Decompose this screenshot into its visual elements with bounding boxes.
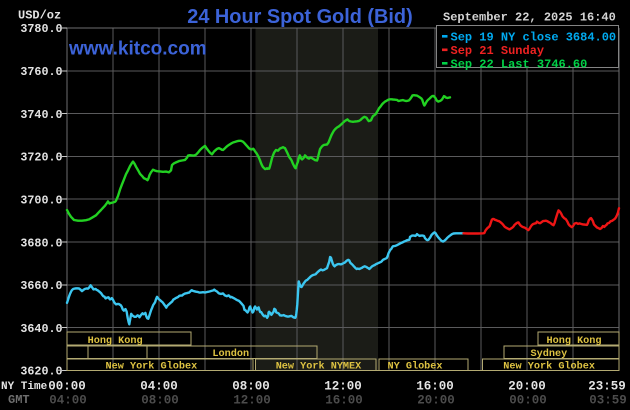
svg-text:New York Globex: New York Globex: [106, 360, 198, 372]
svg-text:20:00: 20:00: [417, 393, 455, 407]
svg-text:16:00: 16:00: [416, 380, 454, 394]
svg-text:New York NYMEX: New York NYMEX: [276, 360, 362, 372]
svg-text:00:00: 00:00: [509, 393, 547, 407]
svg-text:24 Hour Spot Gold (Bid): 24 Hour Spot Gold (Bid): [187, 6, 412, 28]
svg-text:12:00: 12:00: [324, 380, 362, 394]
svg-text:www.kitco.com: www.kitco.com: [68, 39, 207, 60]
svg-text:Sep 21 Sunday: Sep 21 Sunday: [451, 44, 545, 58]
svg-text:04:00: 04:00: [140, 380, 178, 394]
svg-text:London: London: [212, 348, 249, 360]
svg-text:New York Globex: New York Globex: [503, 360, 595, 372]
svg-text:3700.0: 3700.0: [20, 193, 62, 207]
svg-text:3620.0: 3620.0: [20, 365, 62, 379]
svg-text:3760.0: 3760.0: [20, 65, 62, 79]
svg-text:3740.0: 3740.0: [20, 108, 62, 122]
svg-text:3780.0: 3780.0: [20, 22, 62, 36]
svg-text:03:59: 03:59: [589, 393, 627, 407]
svg-text:3640.0: 3640.0: [20, 322, 62, 336]
svg-text:Hong Kong: Hong Kong: [547, 336, 602, 347]
svg-text:3720.0: 3720.0: [20, 151, 62, 165]
svg-text:Sep 22 Last 3746.60: Sep 22 Last 3746.60: [451, 57, 588, 71]
svg-text:04:00: 04:00: [49, 393, 87, 407]
svg-text:Sep 19 NY close 3684.00: Sep 19 NY close 3684.00: [451, 30, 617, 44]
svg-text:NY Time: NY Time: [1, 381, 48, 393]
svg-text:12:00: 12:00: [233, 393, 271, 407]
svg-text:NY Globex: NY Globex: [388, 360, 443, 372]
svg-text:20:00: 20:00: [508, 380, 546, 394]
svg-text:Hong Kong: Hong Kong: [88, 336, 143, 347]
svg-text:16:00: 16:00: [325, 393, 363, 407]
svg-text:Sydney: Sydney: [531, 348, 568, 360]
svg-text:GMT: GMT: [8, 393, 30, 407]
svg-text:3680.0: 3680.0: [20, 236, 62, 250]
svg-text:USD/oz: USD/oz: [18, 9, 61, 23]
svg-text:23:59: 23:59: [588, 380, 626, 394]
svg-text:September 22, 2025 16:40: September 22, 2025 16:40: [443, 10, 616, 24]
svg-text:08:00: 08:00: [232, 380, 270, 394]
svg-text:08:00: 08:00: [141, 393, 179, 407]
svg-text:00:00: 00:00: [48, 380, 86, 394]
svg-text:3660.0: 3660.0: [20, 279, 62, 293]
